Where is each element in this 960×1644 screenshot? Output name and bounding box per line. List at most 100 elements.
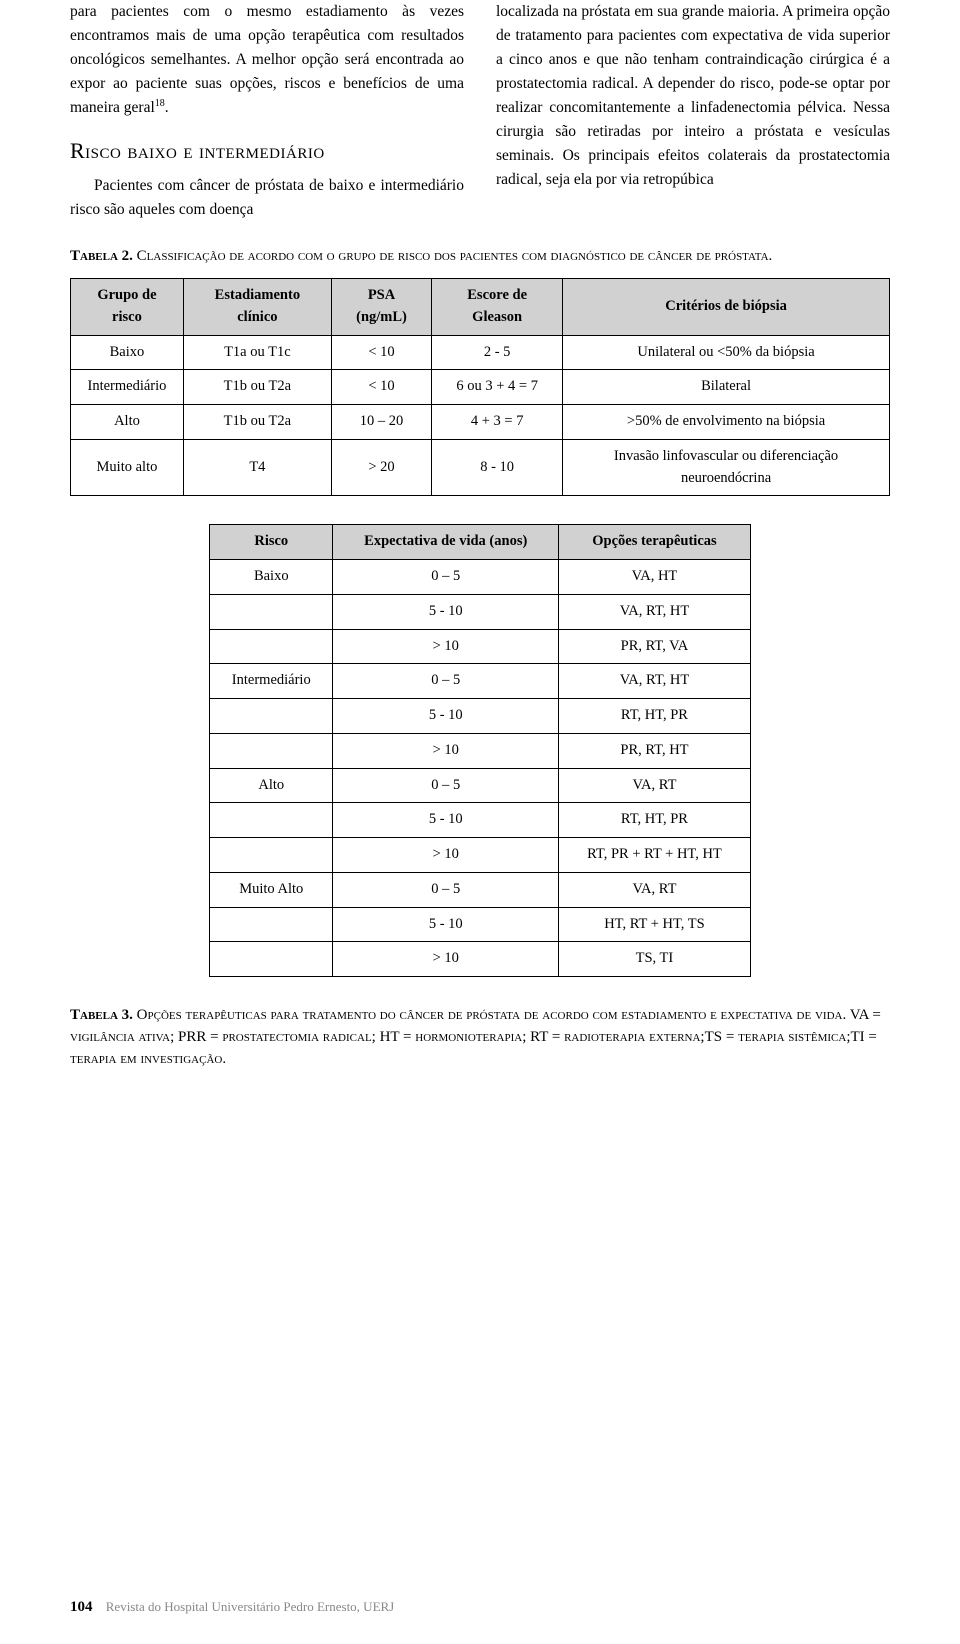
para-left-1-text: para pacientes com o mesmo estadiamento …: [70, 3, 464, 116]
table2-h3: Escore de Gleason: [432, 279, 563, 336]
cell: 0 – 5: [333, 664, 559, 699]
cell: 5 - 10: [333, 803, 559, 838]
cell: [210, 699, 333, 734]
table-row: 5 - 10 VA, RT, HT: [210, 594, 750, 629]
cell: VA, RT, HT: [559, 594, 750, 629]
cell: 5 - 10: [333, 699, 559, 734]
table3-h2: Opções terapêuticas: [559, 525, 750, 560]
cell: > 10: [333, 942, 559, 977]
cell: Bilateral: [563, 370, 890, 405]
cell: VA, RT, HT: [559, 664, 750, 699]
cell: [210, 838, 333, 873]
cell: 5 - 10: [333, 594, 559, 629]
cell: [210, 907, 333, 942]
ref-18: 18: [155, 98, 165, 109]
table-row: 5 - 10 HT, RT + HT, TS: [210, 907, 750, 942]
cell: [210, 733, 333, 768]
cell: 0 – 5: [333, 560, 559, 595]
table-row: Baixo 0 – 5 VA, HT: [210, 560, 750, 595]
paragraph-right-1: localizada na próstata em sua grande mai…: [496, 0, 890, 192]
paragraph-left-2: Pacientes com câncer de próstata de baix…: [70, 174, 464, 222]
table3-header-row: Risco Expectativa de vida (anos) Opções …: [210, 525, 750, 560]
table-row: > 10 PR, RT, VA: [210, 629, 750, 664]
table2: Grupo de risco Estadiamento clínico PSA …: [70, 278, 890, 496]
cell: VA, RT: [559, 768, 750, 803]
section-heading-risco-baixo: Risco baixo e intermediário: [70, 134, 464, 168]
table-row: 5 - 10 RT, HT, PR: [210, 803, 750, 838]
table-row: > 10 TS, TI: [210, 942, 750, 977]
paragraph-left-1: para pacientes com o mesmo estadiamento …: [70, 0, 464, 120]
cell: 0 – 5: [333, 768, 559, 803]
cell: Baixo: [210, 560, 333, 595]
cell: >50% de envolvimento na biópsia: [563, 405, 890, 440]
cell: VA, RT: [559, 872, 750, 907]
cell: 8 - 10: [432, 439, 563, 496]
cell: Alto: [71, 405, 184, 440]
cell: T4: [183, 439, 331, 496]
journal-name: Revista do Hospital Universitário Pedro …: [106, 1599, 395, 1614]
cell: Unilateral ou <50% da biópsia: [563, 335, 890, 370]
table3-caption-rest: Opções terapêuticas para tratamento do c…: [70, 1007, 881, 1067]
table2-h0: Grupo de risco: [71, 279, 184, 336]
cell: Intermediário: [210, 664, 333, 699]
table-row: 5 - 10 RT, HT, PR: [210, 699, 750, 734]
cell: RT, HT, PR: [559, 803, 750, 838]
cell: T1b ou T2a: [183, 370, 331, 405]
cell: PR, RT, HT: [559, 733, 750, 768]
table2-h1: Estadiamento clínico: [183, 279, 331, 336]
cell: TS, TI: [559, 942, 750, 977]
table2-caption-lead: Tabela 2.: [70, 248, 137, 264]
cell: > 20: [331, 439, 431, 496]
page-number: 104: [70, 1599, 93, 1615]
cell: 5 - 10: [333, 907, 559, 942]
text-columns: para pacientes com o mesmo estadiamento …: [70, 0, 890, 222]
cell: PR, RT, VA: [559, 629, 750, 664]
cell: T1b ou T2a: [183, 405, 331, 440]
table2-h2: PSA (ng/mL): [331, 279, 431, 336]
cell: HT, RT + HT, TS: [559, 907, 750, 942]
table-row: Alto T1b ou T2a 10 – 20 4 + 3 = 7 >50% d…: [71, 405, 890, 440]
cell: Muito Alto: [210, 872, 333, 907]
cell: Alto: [210, 768, 333, 803]
cell: Baixo: [71, 335, 184, 370]
table3-caption: Tabela 3. Opções terapêuticas para trata…: [70, 1005, 890, 1070]
table-row: Alto 0 – 5 VA, RT: [210, 768, 750, 803]
column-left: para pacientes com o mesmo estadiamento …: [70, 0, 464, 222]
table-row: > 10 RT, PR + RT + HT, HT: [210, 838, 750, 873]
cell: [210, 942, 333, 977]
cell: [210, 594, 333, 629]
cell: RT, HT, PR: [559, 699, 750, 734]
cell: 0 – 5: [333, 872, 559, 907]
table3-caption-lead: Tabela 3.: [70, 1007, 137, 1023]
table2-header-row: Grupo de risco Estadiamento clínico PSA …: [71, 279, 890, 336]
table3: Risco Expectativa de vida (anos) Opções …: [209, 524, 750, 977]
para-left-1-end: .: [165, 99, 169, 116]
table-row: Baixo T1a ou T1c < 10 2 - 5 Unilateral o…: [71, 335, 890, 370]
cell: < 10: [331, 335, 431, 370]
table-row: Muito Alto 0 – 5 VA, RT: [210, 872, 750, 907]
cell: [210, 803, 333, 838]
cell: 4 + 3 = 7: [432, 405, 563, 440]
cell: > 10: [333, 733, 559, 768]
cell: VA, HT: [559, 560, 750, 595]
table-row: > 10 PR, RT, HT: [210, 733, 750, 768]
cell: RT, PR + RT + HT, HT: [559, 838, 750, 873]
cell: T1a ou T1c: [183, 335, 331, 370]
page-footer: 104 Revista do Hospital Universitário Pe…: [70, 1599, 394, 1616]
cell: Invasão linfovascular ou diferenciação n…: [563, 439, 890, 496]
table-row: Intermediário T1b ou T2a < 10 6 ou 3 + 4…: [71, 370, 890, 405]
table-row: Intermediário 0 – 5 VA, RT, HT: [210, 664, 750, 699]
cell: Intermediário: [71, 370, 184, 405]
table3-h0: Risco: [210, 525, 333, 560]
cell: > 10: [333, 629, 559, 664]
table2-caption: Tabela 2. Classificação de acordo com o …: [70, 246, 890, 268]
cell: [210, 629, 333, 664]
cell: 2 - 5: [432, 335, 563, 370]
cell: 10 – 20: [331, 405, 431, 440]
cell: > 10: [333, 838, 559, 873]
column-right: localizada na próstata em sua grande mai…: [496, 0, 890, 222]
cell: 6 ou 3 + 4 = 7: [432, 370, 563, 405]
table2-caption-rest: Classificação de acordo com o grupo de r…: [137, 248, 773, 264]
cell: Muito alto: [71, 439, 184, 496]
table2-h4: Critérios de biópsia: [563, 279, 890, 336]
